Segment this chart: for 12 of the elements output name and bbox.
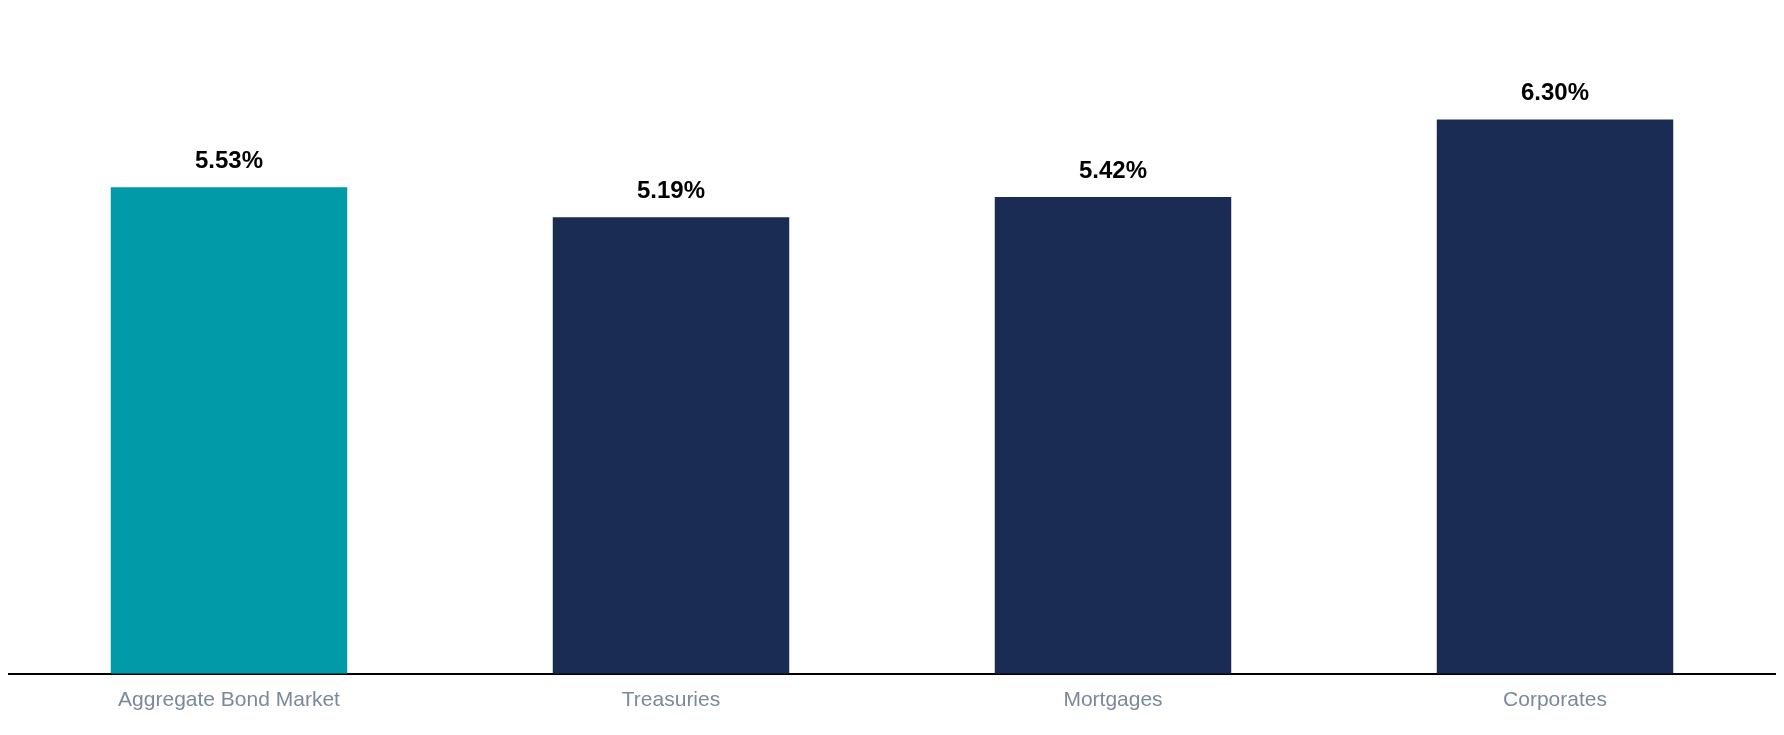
x-tick-label: Corporates (1503, 687, 1607, 711)
x-tick-label: Treasuries (621, 687, 721, 711)
data-label: 6.30% (1520, 78, 1590, 106)
bar (1436, 119, 1674, 674)
x-tick-label: Mortgages (1063, 687, 1163, 711)
data-label: 5.53% (194, 145, 264, 173)
data-label: 5.19% (636, 175, 706, 203)
bar (110, 187, 348, 674)
bar (552, 217, 790, 674)
data-label: 5.42% (1078, 155, 1148, 183)
x-tick-label: Aggregate Bond Market (118, 687, 341, 711)
bar (994, 197, 1232, 674)
